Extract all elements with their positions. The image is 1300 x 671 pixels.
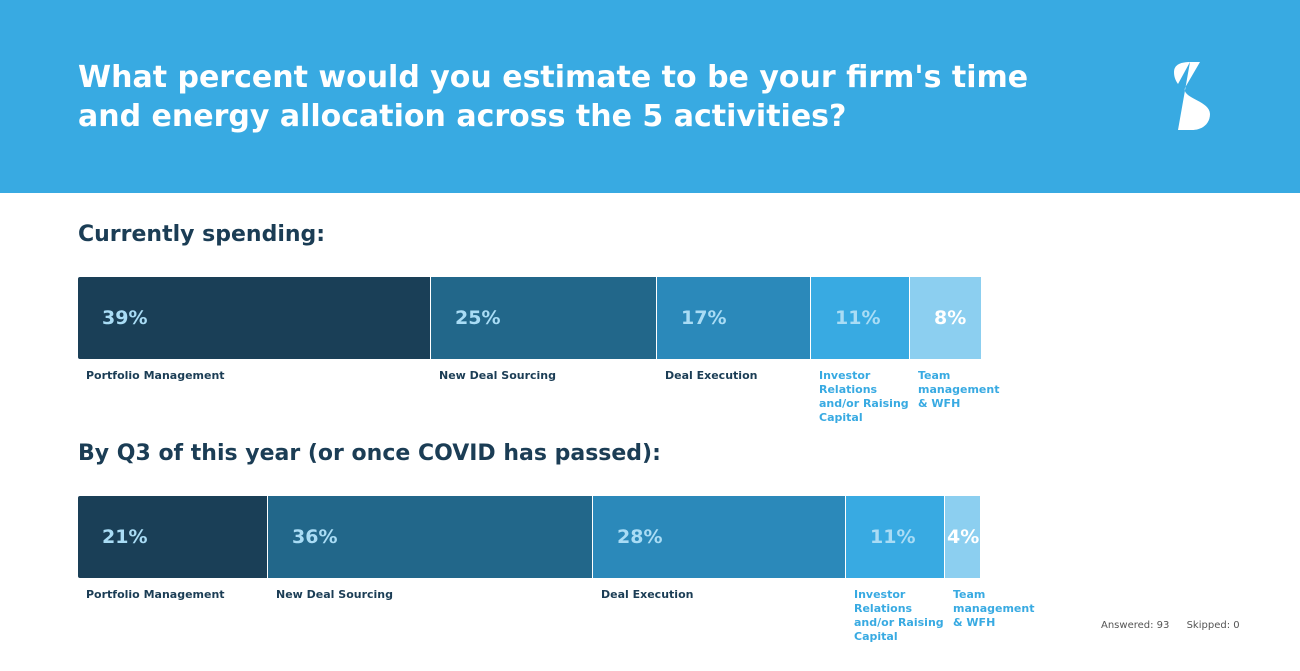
category-label: Investor Relations and/or Raising Capita… — [819, 369, 909, 424]
category-label: Portfolio Management — [86, 588, 225, 601]
category-label: Deal Execution — [665, 369, 758, 382]
page-title: What percent would you estimate to be yo… — [78, 60, 1029, 134]
bar-value-label: 36% — [292, 526, 338, 548]
category-label: Portfolio Management — [86, 369, 225, 382]
bar-segment — [657, 277, 811, 359]
bar-value-label: 17% — [681, 307, 727, 329]
category-label: New Deal Sourcing — [439, 369, 557, 382]
answered-count: Answered: 93 — [1101, 620, 1170, 631]
category-label: New Deal Sourcing — [276, 588, 394, 601]
bar-value-label: 25% — [455, 307, 501, 329]
bar-segment — [945, 496, 981, 578]
bar-segment — [593, 496, 846, 578]
bar-value-label: 28% — [617, 526, 663, 548]
bar-segment — [811, 277, 910, 359]
bar-value-label: 21% — [102, 526, 148, 548]
response-summary: Answered: 93 Skipped: 0 — [1101, 620, 1254, 631]
header-banner: What percent would you estimate to be yo… — [0, 0, 1300, 193]
category-label: Team management & WFH — [918, 369, 1000, 410]
category-label: Investor Relations and/or Raising Capita… — [854, 588, 944, 643]
bar-value-label: 11% — [870, 526, 916, 548]
bar-segment — [910, 277, 982, 359]
bar-segment — [78, 496, 268, 578]
category-label: Team management & WFH — [953, 588, 1035, 629]
category-label: Deal Execution — [601, 588, 694, 601]
bar-segment — [431, 277, 657, 359]
skipped-count: Skipped: 0 — [1186, 620, 1240, 631]
bar-segment — [78, 277, 431, 359]
bar-value-label: 39% — [102, 307, 148, 329]
chart-2-title: By Q3 of this year (or once COVID has pa… — [78, 441, 661, 466]
bar-segment — [268, 496, 593, 578]
brand-logo-icon — [1174, 62, 1210, 130]
bar-value-label: 4% — [947, 526, 980, 548]
bar-segment — [846, 496, 945, 578]
chart-1-title: Currently spending: — [78, 222, 326, 247]
bar-value-label: 8% — [934, 307, 967, 329]
bar-value-label: 11% — [835, 307, 881, 329]
